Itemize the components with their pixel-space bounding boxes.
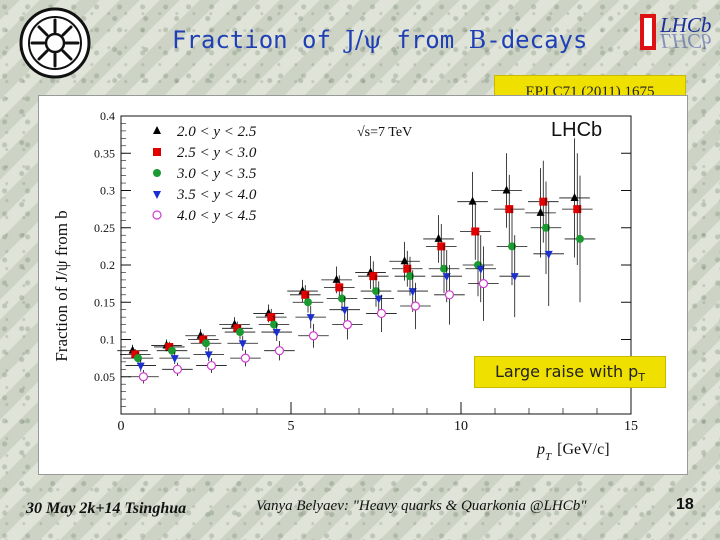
title-symbol: J/ψ (345, 26, 382, 54)
slide-title: Fraction of J/ψ from B-decays (172, 26, 588, 54)
data-point (400, 256, 409, 265)
data-point (272, 329, 281, 338)
y-tick-label: 0.1 (100, 333, 115, 347)
data-point (444, 290, 455, 300)
data-point (202, 339, 210, 348)
y-tick-label: 0.25 (94, 221, 115, 235)
institute-logo-icon (19, 7, 91, 79)
data-point (267, 313, 276, 322)
data-point (168, 346, 176, 355)
energy-label: √s=7 TeV (357, 125, 412, 140)
data-point (576, 234, 584, 243)
title-b: B (468, 26, 487, 54)
legend-marker (153, 169, 161, 177)
y-tick-label: 0.05 (94, 370, 115, 384)
data-point (478, 279, 489, 289)
legend-marker (153, 148, 161, 156)
data-point (301, 290, 310, 299)
legend-entry: 3.0 < y < 3.5 (176, 166, 257, 182)
y-tick-label: 0.3 (100, 184, 115, 198)
data-point (570, 192, 579, 201)
data-point (138, 372, 149, 382)
legend-marker (152, 210, 162, 220)
footer-author: Vanya Belyaev: "Heavy quarks & Quarkonia… (256, 498, 587, 514)
data-point (440, 264, 448, 273)
y-axis-label: Fraction of J/ψ from b (52, 210, 71, 361)
legend-marker (153, 126, 161, 134)
data-point (172, 364, 183, 374)
data-point (536, 207, 545, 216)
data-point (204, 351, 213, 360)
data-point (165, 342, 174, 351)
data-point (403, 264, 412, 273)
data-point (274, 346, 285, 356)
y-tick-label: 0.2 (100, 258, 115, 272)
data-point (372, 287, 380, 296)
data-point (505, 205, 514, 214)
data-point (134, 354, 142, 363)
data-point (238, 340, 247, 349)
data-point (342, 320, 353, 330)
trend-annotation: Large raise with pT (474, 356, 666, 388)
data-point (308, 331, 319, 341)
data-point (510, 273, 519, 282)
experiment-label: LHCb (551, 119, 602, 141)
x-axis-label: pT [GeV/c] (536, 441, 610, 463)
page-number: 18 (676, 496, 694, 513)
y-tick-label: 0.4 (100, 109, 115, 123)
legend-entry: 4.0 < y < 4.5 (177, 208, 257, 224)
plot-frame: Fraction of J/ψ from b 0.05 0.1 0.15 0.2 0.2… (38, 95, 688, 475)
data-point (374, 295, 383, 304)
data-point (376, 308, 387, 319)
data-point (236, 328, 244, 337)
legend-entry: 2.0 < y < 2.5 (177, 124, 257, 140)
data-point (434, 233, 443, 242)
legend-entry: 3.5 < y < 4.0 (176, 187, 257, 203)
data-point (332, 274, 341, 283)
data-point (406, 272, 414, 281)
data-point (442, 273, 451, 282)
y-tick-label: 0.35 (94, 146, 115, 160)
data-point (437, 242, 446, 251)
data-point (131, 350, 140, 359)
data-point (468, 196, 477, 205)
footer-date: 30 May 2k+14 Tsinghua (26, 500, 187, 517)
data-point (340, 306, 349, 315)
data-point (573, 205, 582, 214)
data-point (502, 185, 511, 194)
data-point (338, 294, 346, 303)
data-point (476, 265, 485, 274)
x-tick-label: 10 (454, 419, 468, 434)
data-point (335, 283, 344, 292)
fraction-chart: Fraction of J/ψ from b 0.05 0.1 0.15 0.2 0.2… (52, 109, 638, 463)
data-point (233, 324, 242, 333)
y-tick-label: 0.15 (94, 295, 115, 309)
data-point (471, 227, 480, 236)
legend-entry: 2.5 < y < 3.0 (177, 145, 257, 161)
data-point (508, 242, 516, 251)
data-point (539, 197, 548, 206)
data-point (170, 355, 179, 364)
data-point (240, 353, 251, 363)
x-tick-label: 0 (118, 419, 125, 434)
lhcb-logo-text: LHCb (659, 13, 711, 37)
data-point (369, 272, 378, 281)
x-tick-label: 15 (624, 419, 638, 434)
data-point (199, 335, 208, 344)
svg-text:LHCb: LHCb (659, 29, 711, 53)
data-point (206, 360, 217, 371)
data-point (410, 301, 421, 311)
lhcb-logo-icon: LHCb LHCb (640, 13, 711, 53)
x-tick-label: 5 (288, 419, 295, 434)
data-point (408, 288, 417, 297)
data-point (542, 223, 550, 232)
data-point (304, 298, 312, 307)
legend-marker (153, 191, 161, 199)
data-point (306, 314, 315, 323)
data-point (136, 362, 145, 371)
data-point (270, 320, 278, 329)
data-point (544, 250, 553, 259)
